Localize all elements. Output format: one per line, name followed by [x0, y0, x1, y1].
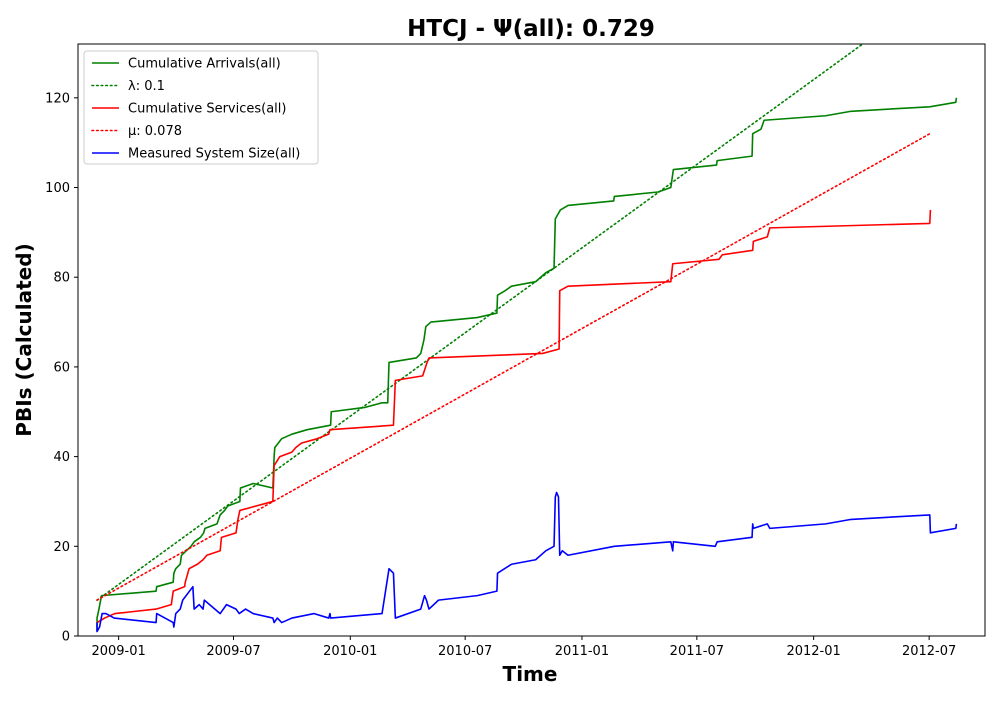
y-tick-label: 120 [45, 91, 70, 106]
plot-area [96, 44, 958, 633]
x-tick-label: 2009-01 [91, 644, 145, 659]
chart-title: HTCJ - Ψ(all): 0.729 [407, 16, 655, 42]
x-tick-label: 2011-07 [670, 644, 724, 659]
series-line-4 [96, 491, 958, 633]
legend-label: Cumulative Arrivals(all) [128, 57, 281, 72]
y-tick-label: 60 [53, 360, 70, 375]
legend-label: Measured System Size(all) [128, 147, 300, 162]
legend-label: Cumulative Services(all) [128, 102, 286, 117]
y-tick-label: 0 [62, 630, 70, 645]
y-tick-label: 20 [53, 540, 70, 555]
series-line-3 [96, 132, 931, 601]
x-tick-label: 2011-01 [555, 644, 609, 659]
x-tick-label: 2010-07 [438, 644, 492, 659]
x-axis: 2009-01 2009-07 2010-01 2010-07 2011-01 2011-… [91, 636, 956, 659]
legend-box [83, 50, 319, 165]
legend-label: λ: 0.1 [128, 79, 165, 94]
legend: Cumulative Arrivals(all) λ: 0.1 Cumulative… [83, 50, 319, 165]
y-axis-title: PBIs (Calculated) [12, 243, 36, 436]
x-tick-label: 2012-07 [902, 644, 956, 659]
plot-frame [77, 43, 986, 637]
x-tick-label: 2012-01 [786, 644, 840, 659]
y-tick-label: 80 [53, 271, 70, 286]
series-line-0 [96, 97, 958, 632]
series-line-2 [96, 209, 932, 624]
x-tick-label: 2010-01 [323, 644, 377, 659]
x-axis-title: Time [503, 662, 558, 686]
y-tick-label: 40 [53, 450, 70, 465]
x-tick-label: 2009-07 [206, 644, 260, 659]
legend-label: μ: 0.078 [128, 124, 182, 139]
y-axis: 0 20 40 60 80 100 120 [45, 91, 78, 645]
y-tick-label: 100 [45, 181, 70, 196]
